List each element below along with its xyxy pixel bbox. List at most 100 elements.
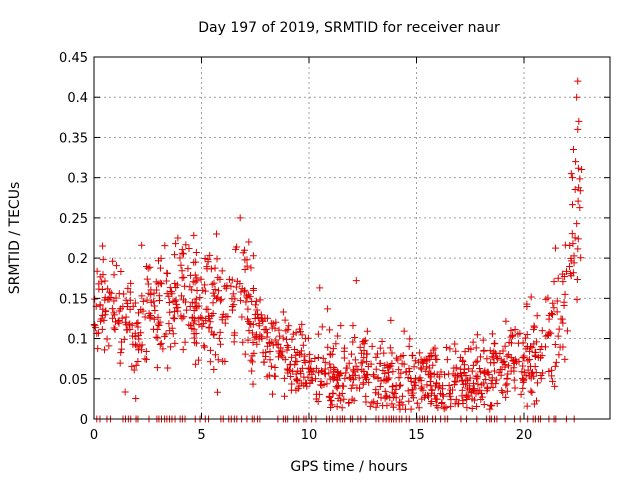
data-point <box>218 267 226 275</box>
data-point <box>192 360 200 368</box>
data-point <box>432 402 440 410</box>
data-point <box>307 358 315 366</box>
data-point <box>214 388 222 396</box>
data-point <box>569 240 577 248</box>
data-point <box>311 354 319 362</box>
data-point <box>277 344 285 352</box>
data-point <box>101 296 109 304</box>
data-point <box>133 320 141 328</box>
data-point <box>493 400 501 408</box>
data-point <box>193 339 201 347</box>
data-point <box>480 401 488 409</box>
data-point <box>94 345 102 353</box>
data-point <box>326 396 334 404</box>
data-point <box>293 358 301 366</box>
data-point <box>406 335 414 343</box>
data-point <box>431 351 439 359</box>
data-point <box>138 292 146 300</box>
data-point <box>461 361 469 369</box>
data-point <box>126 305 134 313</box>
data-point <box>377 394 385 402</box>
data-point <box>312 375 320 383</box>
axis-ticks: 0 0.05 0.1 0.15 0.2 0.25 0.3 0.35 0.4 0.45 0 5 10 15 2… <box>59 51 610 443</box>
data-point <box>395 374 403 382</box>
data-point <box>505 362 513 370</box>
data-point <box>432 395 440 403</box>
data-point <box>446 386 454 394</box>
data-point <box>425 393 433 401</box>
data-point <box>334 368 342 376</box>
data-point <box>575 117 583 125</box>
data-point <box>287 372 295 380</box>
data-point <box>136 342 144 350</box>
data-point <box>241 266 249 274</box>
data-point <box>134 357 142 365</box>
data-point <box>350 366 358 374</box>
data-point <box>167 343 175 351</box>
data-point <box>279 308 287 316</box>
data-point <box>397 398 405 406</box>
data-point <box>138 241 146 249</box>
data-point <box>247 264 255 272</box>
data-point <box>438 399 446 407</box>
data-point <box>378 338 386 346</box>
data-point <box>368 342 376 350</box>
data-point <box>360 337 368 345</box>
data-point <box>266 356 274 364</box>
x-tick-label: 5 <box>197 428 205 443</box>
data-point <box>303 382 311 390</box>
data-point <box>512 358 520 366</box>
data-point <box>417 385 425 393</box>
data-point <box>124 284 132 292</box>
data-point <box>288 353 296 361</box>
data-point <box>398 360 406 368</box>
data-point <box>146 314 154 322</box>
data-point <box>386 344 394 352</box>
data-point <box>126 296 134 304</box>
data-point <box>551 382 559 390</box>
data-point <box>484 368 492 376</box>
data-point <box>214 293 222 301</box>
data-point <box>384 376 392 384</box>
data-point <box>555 325 563 333</box>
data-point <box>112 262 120 270</box>
x-tick-label: 15 <box>408 428 425 443</box>
data-point <box>337 322 345 330</box>
data-point <box>548 366 556 374</box>
data-point <box>314 398 322 406</box>
data-point <box>251 315 259 323</box>
data-point <box>529 368 537 376</box>
data-point <box>111 326 119 334</box>
data-point <box>487 402 495 410</box>
data-point <box>531 348 539 356</box>
data-point <box>93 267 101 275</box>
data-point <box>561 290 569 298</box>
data-point <box>385 363 393 371</box>
data-point <box>476 368 484 376</box>
data-point <box>562 267 570 275</box>
data-point <box>528 344 536 352</box>
data-point <box>554 332 562 340</box>
plot-frame <box>93 56 611 420</box>
data-point <box>321 358 329 366</box>
data-point <box>332 340 340 348</box>
data-point <box>248 329 256 337</box>
data-point <box>195 356 203 364</box>
data-point <box>550 278 558 286</box>
data-point <box>407 377 415 385</box>
data-point <box>574 197 582 205</box>
data-point <box>301 352 309 360</box>
chart-title: Day 197 of 2019, SRMTID for receiver nau… <box>198 20 500 36</box>
data-point <box>531 362 539 370</box>
data-point <box>527 387 535 395</box>
y-tick-label: 0.25 <box>59 212 88 227</box>
data-point <box>157 339 165 347</box>
data-point <box>152 333 160 341</box>
data-point <box>91 324 99 332</box>
data-point <box>524 366 532 374</box>
data-point <box>483 355 491 363</box>
data-point <box>424 391 432 399</box>
data-point <box>432 380 440 388</box>
data-point <box>498 387 506 395</box>
data-point <box>248 367 256 375</box>
